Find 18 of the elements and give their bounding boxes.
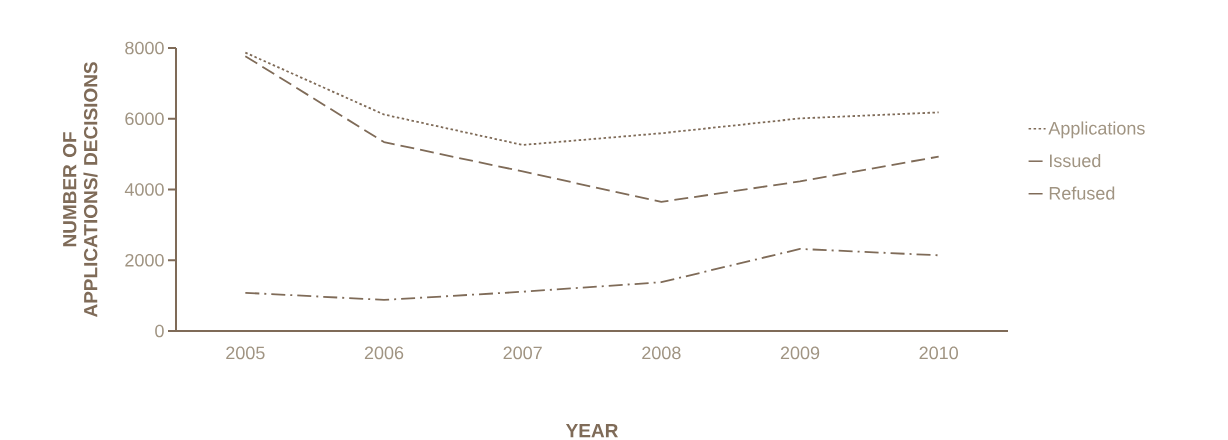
legend-label: Issued (1050, 153, 1101, 167)
x-tick-label: 2010 (919, 346, 958, 360)
x-tick-label: 2009 (780, 346, 820, 360)
x-axis-title: YEAR (565, 423, 618, 437)
legend-label: Refused (1049, 186, 1115, 200)
legend-label: Applications (1048, 121, 1145, 138)
y-axis-title: NUMBER OF APPLICATIONS/ DECISIONS (62, 61, 98, 317)
x-tick-label: 2005 (226, 346, 265, 360)
y-tick-label: 2000 (125, 253, 164, 267)
x-tick-label: 2007 (503, 346, 542, 360)
y-tick-label: 4000 (124, 182, 164, 196)
x-tick-label: 2006 (364, 346, 404, 360)
y-tick-label: 6000 (125, 112, 164, 125)
y-tick-label: 0 (155, 324, 164, 338)
x-tick-label: 2008 (642, 346, 681, 360)
line-series (244, 54, 940, 203)
line-series (244, 247, 940, 301)
y-tick-label: 8000 (125, 41, 164, 55)
